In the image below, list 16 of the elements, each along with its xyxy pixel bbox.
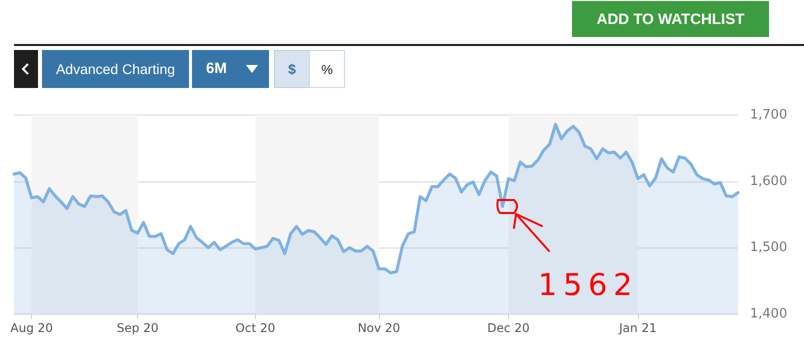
y-tick-label: 1,700	[750, 108, 788, 122]
text: $	[274, 50, 310, 88]
y-tick-label: 1,600	[750, 174, 788, 189]
y-tick-label: 1,500	[750, 240, 788, 256]
x-tick-label: Aug 20	[10, 321, 53, 335]
annotation: 1562	[538, 268, 638, 303]
x-tick-label: Jan 21	[618, 321, 657, 335]
x-tick-label: Oct 20	[235, 321, 276, 335]
text: 6M	[206, 60, 227, 77]
y-tick-label: 1,400	[750, 306, 788, 322]
x-tick-label: Sep 20	[116, 321, 158, 335]
text: %	[309, 50, 345, 88]
text: Advanced Charting	[42, 50, 189, 88]
x-tick-label: Dec 20	[487, 321, 530, 335]
text: ADD TO WATCHLIST	[572, 1, 769, 37]
x-tick-label: Nov 20	[358, 321, 400, 335]
